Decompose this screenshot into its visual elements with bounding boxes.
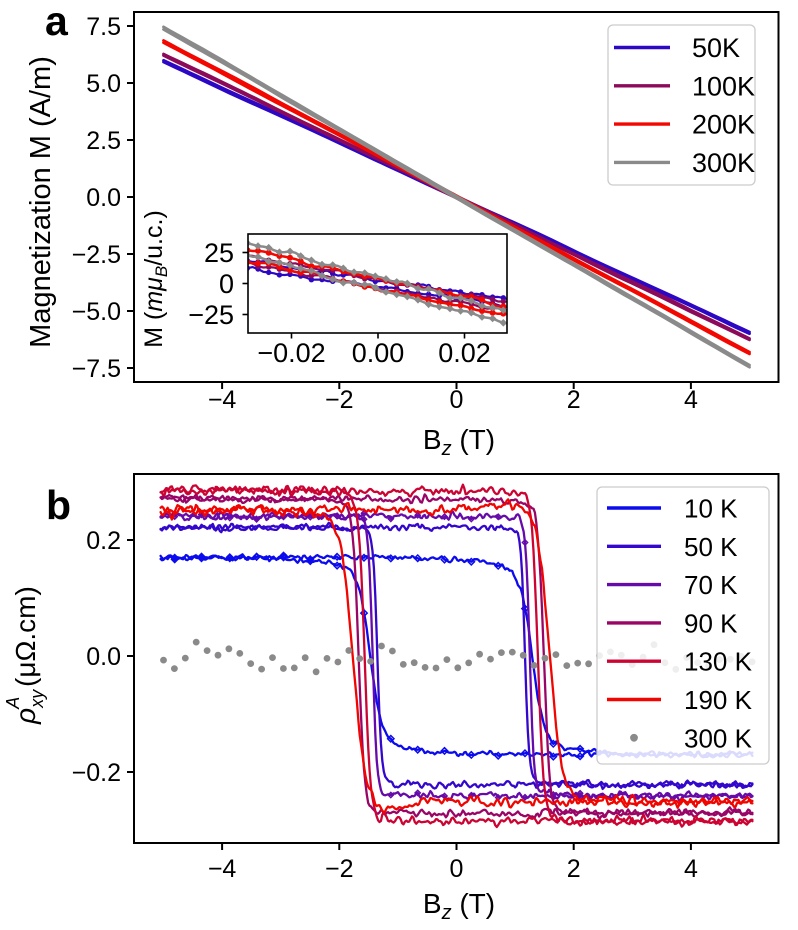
svg-text:7.5: 7.5 — [86, 13, 121, 41]
svg-text:Bz (T): Bz (T) — [423, 424, 495, 460]
svg-text:−7.5: −7.5 — [72, 355, 121, 383]
svg-text:2: 2 — [567, 855, 581, 883]
svg-text:ρxyA (μΩ.cm): ρxyA (μΩ.cm) — [3, 586, 47, 725]
svg-text:a: a — [45, 0, 69, 44]
svg-text:0: 0 — [450, 855, 464, 883]
svg-text:0.0: 0.0 — [86, 643, 121, 671]
svg-text:70 K: 70 K — [684, 570, 738, 600]
svg-text:50K: 50K — [692, 33, 740, 63]
svg-text:25: 25 — [204, 238, 234, 268]
svg-text:100K: 100K — [692, 71, 755, 101]
svg-text:b: b — [46, 482, 71, 528]
svg-text:M (mμB/u.c.): M (mμB/u.c.) — [140, 210, 171, 348]
svg-text:−2: −2 — [325, 386, 354, 414]
svg-text:50 K: 50 K — [684, 532, 738, 562]
svg-text:0: 0 — [219, 269, 234, 299]
svg-text:−4: −4 — [208, 386, 237, 414]
svg-text:−25: −25 — [188, 300, 234, 330]
svg-text:130 K: 130 K — [684, 647, 753, 677]
svg-text:0.0: 0.0 — [86, 184, 121, 212]
svg-text:4: 4 — [684, 386, 698, 414]
svg-text:−4: −4 — [208, 855, 237, 883]
svg-text:−0.2: −0.2 — [72, 759, 121, 787]
svg-text:−2.5: −2.5 — [72, 241, 121, 269]
svg-text:Bz (T): Bz (T) — [423, 888, 495, 924]
svg-text:300 K: 300 K — [684, 723, 753, 753]
svg-text:−0.02: −0.02 — [257, 338, 325, 368]
svg-text:10 K: 10 K — [684, 494, 738, 524]
svg-text:0.02: 0.02 — [438, 338, 491, 368]
svg-text:2: 2 — [567, 386, 581, 414]
svg-text:2.5: 2.5 — [86, 127, 121, 155]
svg-text:Magnetization M (A/m): Magnetization M (A/m) — [25, 56, 57, 348]
svg-text:0.00: 0.00 — [352, 338, 405, 368]
svg-text:190 K: 190 K — [684, 685, 753, 715]
svg-text:−2: −2 — [325, 855, 354, 883]
svg-text:−5.0: −5.0 — [72, 298, 121, 326]
svg-text:200K: 200K — [692, 110, 755, 140]
svg-text:90 K: 90 K — [684, 608, 738, 638]
svg-text:5.0: 5.0 — [86, 70, 121, 98]
svg-text:0: 0 — [450, 386, 464, 414]
svg-text:0.2: 0.2 — [86, 527, 121, 555]
svg-text:4: 4 — [684, 855, 698, 883]
svg-text:300K: 300K — [692, 148, 755, 178]
